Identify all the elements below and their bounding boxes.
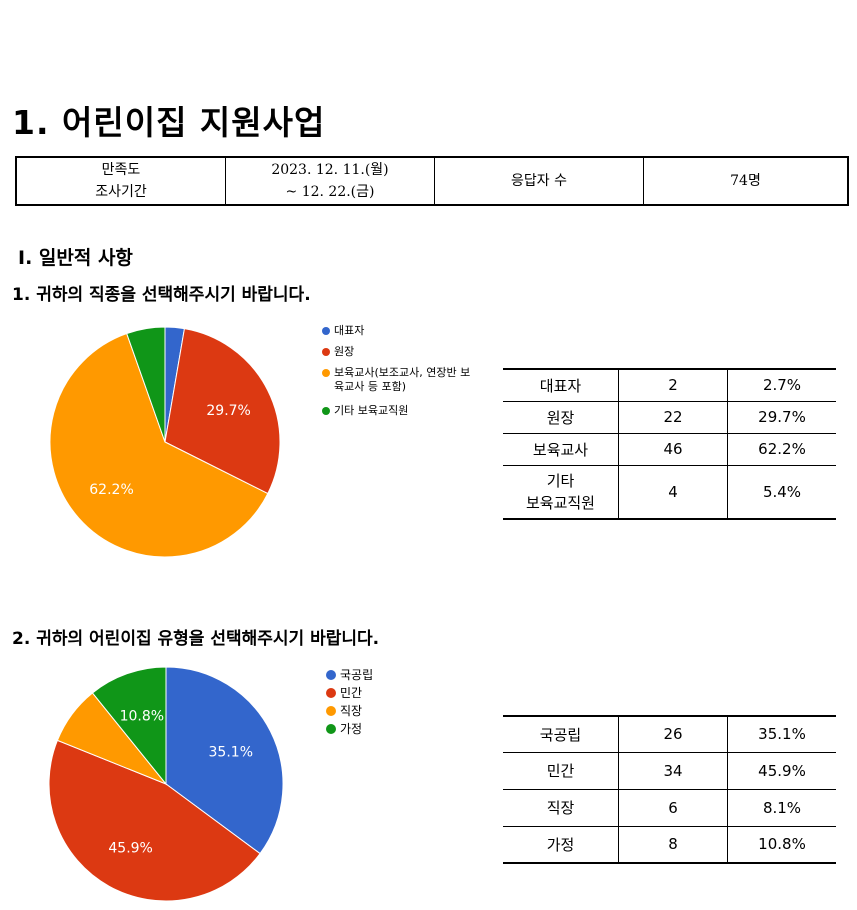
table-cell-percent: 35.1% (727, 716, 836, 752)
table-cell-percent: 45.9% (727, 752, 836, 789)
legend-dot (326, 706, 336, 716)
survey-period-label-line2: 조사기간 (95, 184, 147, 200)
question-1-title: 1. 귀하의 직종을 선택해주시기 바랍니다. (12, 285, 311, 305)
respondents-label: 응답자 수 (435, 158, 644, 204)
legend-item: 국공립 (326, 668, 373, 682)
table-cell-label: 원장 (546, 408, 575, 427)
section-title: Ⅰ. 일반적 사항 (18, 247, 133, 269)
legend-item: 직장 (326, 704, 362, 718)
pie-slice-label: 35.1% (209, 744, 253, 760)
table-cell-label: 가정 (546, 835, 575, 854)
survey-period-value: 2023. 12. 11.(월) ~ 12. 22.(금) (226, 158, 435, 204)
table-cell-label: 민간 (546, 762, 575, 780)
survey-period-value-line1: 2023. 12. 11.(월) (271, 162, 389, 178)
pie-slice-1-2 (164, 328, 281, 495)
legend-item: 기타 보육교직원 (322, 404, 408, 418)
table-cell-percent: 2.7% (727, 369, 836, 401)
respondents-label-text: 응답자 수 (511, 173, 567, 189)
legend-dot (326, 670, 336, 680)
table-cell-percent: 62.2% (727, 433, 836, 465)
survey-info-table: 만족도 조사기간 2023. 12. 11.(월) ~ 12. 22.(금) 응… (15, 156, 849, 206)
chart-1-legend: 대표자 원장 보육교사(보조교사, 연장반 보육교사 등 포함) 기타 보육교직… (322, 324, 482, 424)
table-row: 기타 보육교직원 4 5.4% (503, 465, 836, 519)
legend-label: 직장 (340, 704, 363, 718)
legend-item: 대표자 (322, 324, 364, 338)
table-cell-label: 기타 보육교직원 (503, 465, 619, 519)
legend-dot (326, 688, 336, 698)
table-cell-percent: 29.7% (727, 401, 836, 433)
table-cell-label: 보육교사 (532, 440, 589, 459)
pie-slice-label: 62.2% (89, 482, 133, 498)
table-cell-count: 6 (618, 789, 728, 826)
survey-period-label: 만족도 조사기간 (17, 158, 226, 204)
legend-item: 가정 (326, 722, 362, 736)
legend-dot (322, 327, 330, 335)
legend-item: 원장 (322, 345, 354, 359)
pie-slice-label: 29.7% (206, 403, 250, 419)
pie-slice-label: 45.9% (108, 840, 152, 856)
table-cell-percent: 10.8% (727, 826, 836, 863)
table-cell-count: 8 (618, 826, 728, 863)
table-row: 직장 6 8.1% (503, 789, 836, 826)
table-cell-label: 직장 (546, 799, 575, 817)
table-row: 원장 22 29.7% (503, 401, 836, 433)
table-row: 대표자 2 2.7% (503, 369, 836, 401)
table-row: 국공립 26 35.1% (503, 716, 836, 752)
survey-period-value-line2: ~ 12. 22.(금) (285, 184, 375, 200)
table-row: 가정 8 10.8% (503, 826, 836, 863)
legend-item: 민간 (326, 686, 362, 700)
table-cell-count: 46 (618, 433, 728, 465)
pie-slice-2-4 (91, 666, 167, 786)
pie-chart-1: 29.7% 62.2% (49, 326, 281, 558)
table-cell-label: 국공립 (539, 725, 582, 744)
table-cell-label: 대표자 (539, 376, 582, 395)
document-title: 1. 어린이집 지원사업 (12, 103, 326, 142)
table-cell-percent: 5.4% (727, 465, 836, 519)
respondents-value: 74명 (644, 158, 847, 204)
pie-chart-2: 35.1% 45.9% 10.8% (48, 666, 284, 902)
legend-label: 민간 (340, 686, 363, 700)
chart-2-legend: 국공립 민간 직장 가정 (326, 668, 446, 748)
table-cell-count: 22 (618, 401, 728, 433)
table-row: 민간 34 45.9% (503, 752, 836, 789)
table-cell-percent: 8.1% (727, 789, 836, 826)
table-cell-label-line1: 기타 (546, 471, 575, 490)
table-cell-count: 26 (618, 716, 728, 752)
respondents-value-text: 74명 (730, 173, 761, 189)
table-cell-count: 34 (618, 752, 728, 789)
question-2-title: 2. 귀하의 어린이집 유형을 선택해주시기 바랍니다. (12, 629, 380, 649)
legend-label: 가정 (340, 722, 363, 736)
legend-label: 원장 (334, 345, 355, 358)
legend-label: 기타 보육교직원 (334, 404, 409, 417)
pie-slice-1-3 (49, 332, 269, 558)
table-cell-count: 4 (618, 465, 728, 519)
question-1-table: 대표자 2 2.7% 원장 22 29.7% 보육교사 46 62.2% 기타 … (503, 368, 836, 520)
table-cell-count: 2 (618, 369, 728, 401)
legend-dot (322, 348, 330, 356)
pie-slice-label: 10.8% (120, 709, 164, 725)
question-2-table: 국공립 26 35.1% 민간 34 45.9% 직장 6 8.1% 가정 8 … (503, 715, 836, 864)
table-cell-label-line2: 보육교직원 (525, 493, 595, 512)
legend-dot (322, 407, 330, 415)
table-row: 보육교사 46 62.2% (503, 433, 836, 465)
legend-dot (322, 369, 330, 377)
legend-dot (326, 724, 336, 734)
pie-slice-2-1 (165, 666, 284, 855)
pie-slice-1-4 (126, 326, 166, 443)
pie-slice-2-2 (48, 739, 261, 902)
legend-label: 보육교사(보조교사, 연장반 보육교사 등 포함) (334, 366, 471, 393)
legend-item: 보육교사(보조교사, 연장반 보육교사 등 포함) (322, 366, 477, 394)
survey-period-label-line1: 만족도 (101, 162, 141, 178)
legend-label: 대표자 (334, 324, 365, 337)
legend-label: 국공립 (340, 668, 374, 682)
